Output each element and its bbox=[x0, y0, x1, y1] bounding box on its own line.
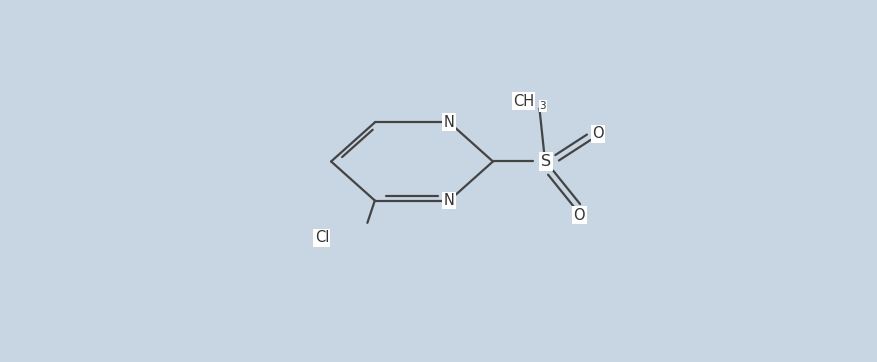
Text: O: O bbox=[592, 126, 603, 141]
Text: N: N bbox=[443, 115, 454, 130]
Text: S: S bbox=[540, 154, 551, 169]
Text: 3: 3 bbox=[538, 101, 545, 111]
Text: N: N bbox=[443, 193, 454, 208]
Text: Cl: Cl bbox=[314, 230, 329, 245]
Text: CH: CH bbox=[512, 93, 533, 109]
Text: O: O bbox=[573, 208, 585, 223]
